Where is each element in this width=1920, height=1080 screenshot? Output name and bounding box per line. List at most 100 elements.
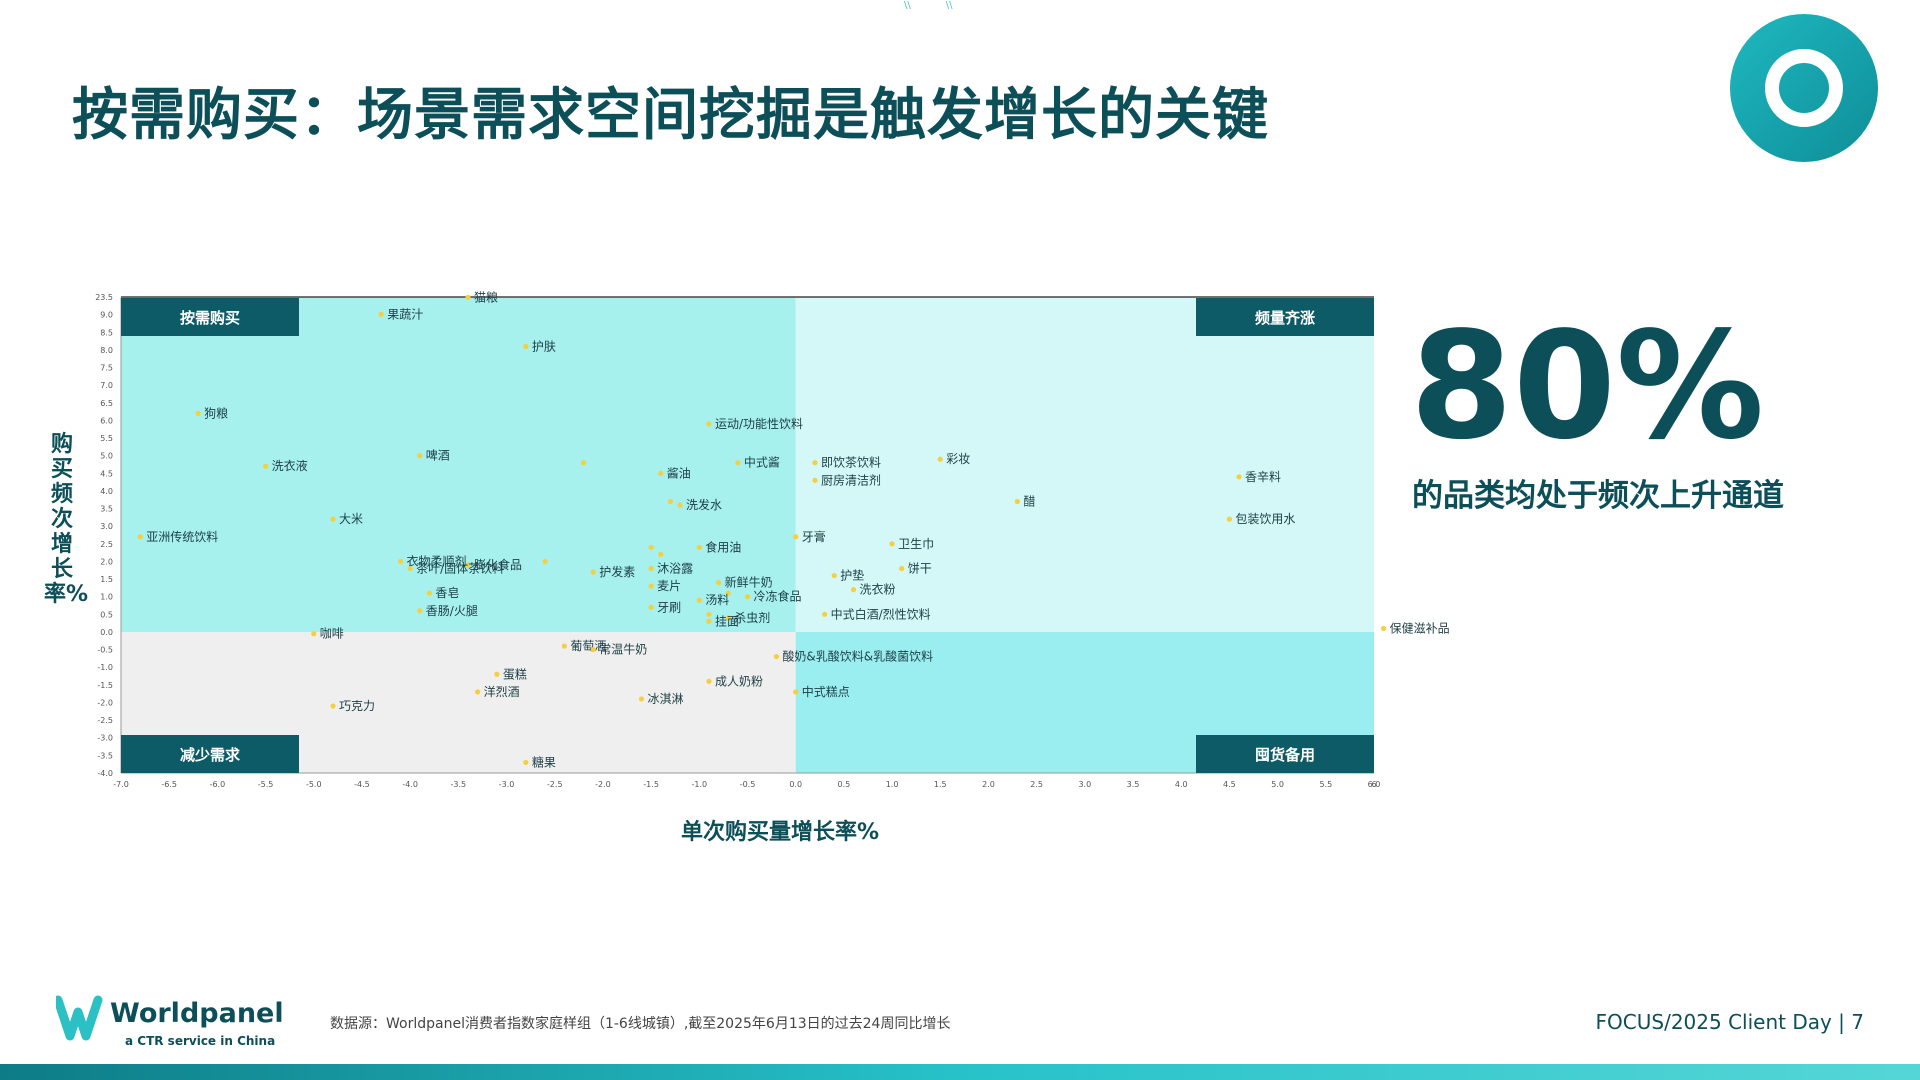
data-point bbox=[725, 615, 731, 621]
x-tick-label: -5.5 bbox=[258, 780, 274, 789]
point-label: 洗衣液 bbox=[272, 458, 308, 473]
x-tick-label: 2.0 bbox=[982, 780, 995, 789]
data-point bbox=[475, 689, 481, 695]
point-label: 糖果 bbox=[532, 754, 556, 769]
data-point bbox=[638, 696, 645, 702]
quadrant-top-right bbox=[795, 297, 1374, 632]
x-tick-label: 0.0 bbox=[789, 780, 802, 789]
y-tick-label: 7.0 bbox=[100, 381, 113, 390]
data-point bbox=[889, 541, 895, 547]
data-point bbox=[735, 460, 741, 466]
y-tick-label: 6.0 bbox=[100, 416, 113, 425]
data-point bbox=[648, 604, 654, 610]
y-tick-label: 7.5 bbox=[100, 364, 113, 373]
point-label: 中式糕点 bbox=[802, 684, 850, 699]
data-point bbox=[330, 703, 336, 709]
data-point bbox=[658, 470, 664, 476]
data-point bbox=[812, 477, 818, 483]
data-point bbox=[1381, 625, 1387, 632]
x-tick-label: 3.5 bbox=[1127, 780, 1140, 789]
point-label: 中式酱 bbox=[744, 455, 780, 470]
brand-tagline: a CTR service in China bbox=[125, 1034, 276, 1048]
data-point bbox=[706, 618, 712, 624]
y-tick-label: 4.0 bbox=[100, 487, 113, 496]
data-point bbox=[937, 456, 943, 462]
point-label: 常温牛奶 bbox=[599, 642, 647, 657]
y-tick-label: 2.0 bbox=[100, 557, 113, 566]
y-tick-label: -2.5 bbox=[97, 716, 113, 725]
x-tick-label: -2.5 bbox=[547, 780, 563, 789]
data-point bbox=[648, 583, 654, 589]
data-point bbox=[465, 562, 471, 568]
point-label: 护发素 bbox=[599, 564, 635, 579]
y-tick-label: 23.5 bbox=[95, 293, 113, 302]
y-tick-label: 5.5 bbox=[100, 434, 113, 443]
point-label: 香皂 bbox=[435, 586, 459, 600]
data-point bbox=[648, 565, 654, 572]
data-point bbox=[715, 580, 722, 586]
data-point bbox=[417, 453, 423, 459]
data-point bbox=[667, 498, 673, 505]
quadrant-top-left bbox=[121, 297, 796, 632]
bottom-accent-bar bbox=[0, 1064, 1920, 1080]
x-tick-label: 5.0 bbox=[1271, 780, 1284, 789]
x-tick-label: 5.5 bbox=[1319, 780, 1332, 789]
data-point bbox=[581, 460, 587, 466]
point-label: 酱油 bbox=[667, 465, 691, 480]
point-label: 汤料 bbox=[705, 593, 729, 607]
x-tick-label: 4.5 bbox=[1223, 780, 1236, 789]
y-tick-label: 4.5 bbox=[100, 469, 113, 478]
x-tick-label: -1.5 bbox=[643, 780, 659, 789]
x-tick-label: 4.0 bbox=[1175, 780, 1188, 789]
point-label: 狗粮 bbox=[204, 405, 228, 420]
data-point bbox=[1236, 474, 1242, 480]
point-label: 冷冻食品 bbox=[754, 589, 802, 604]
point-label: 护垫 bbox=[840, 568, 864, 583]
y-tick-label: 5.0 bbox=[100, 452, 113, 461]
y-tick-label: 0.0 bbox=[100, 628, 113, 637]
page-footer: FOCUS/2025 Client Day | 7 bbox=[1595, 1010, 1864, 1034]
point-label: 洋烈酒 bbox=[484, 684, 520, 699]
quadrant-label-bottom-right-box bbox=[1196, 735, 1374, 773]
data-point bbox=[137, 534, 143, 540]
data-point bbox=[407, 565, 413, 572]
data-point bbox=[465, 294, 471, 300]
point-label: 醋 bbox=[1023, 494, 1035, 509]
y-tick-label: 3.5 bbox=[100, 505, 113, 514]
point-label: 保健滋补品 bbox=[1390, 621, 1450, 635]
y-tick-label: 8.5 bbox=[100, 328, 113, 337]
data-point bbox=[378, 311, 384, 317]
point-label: 洗衣粉 bbox=[860, 582, 896, 597]
point-label: 洗发水 bbox=[686, 497, 722, 512]
x-tick-label: -3.5 bbox=[451, 780, 467, 789]
data-point bbox=[899, 565, 905, 572]
y-tick-label: 1.0 bbox=[100, 593, 113, 602]
point-label: 卫生巾 bbox=[898, 537, 934, 551]
x-tick-label: 6 bbox=[1371, 780, 1376, 789]
x-tick-label: -7.0 bbox=[113, 780, 129, 789]
point-label: 牙刷 bbox=[657, 600, 681, 614]
data-point bbox=[658, 551, 664, 557]
y-tick-label: -2.0 bbox=[97, 698, 113, 707]
x-tick-label: -3.0 bbox=[499, 780, 515, 789]
data-point bbox=[831, 572, 837, 579]
data-point bbox=[706, 611, 712, 617]
x-tick-label: 1.0 bbox=[886, 780, 899, 789]
point-label: 护肤 bbox=[532, 338, 556, 353]
point-label: 饼干 bbox=[908, 561, 932, 575]
data-point bbox=[850, 587, 857, 593]
data-point bbox=[812, 460, 818, 466]
point-label: 即饮茶饮料 bbox=[821, 455, 881, 470]
point-label: 厨房清洁剂 bbox=[821, 472, 881, 487]
data-point bbox=[494, 671, 500, 677]
point-label: 运动/功能性饮料 bbox=[715, 417, 803, 431]
y-tick-label: -1.5 bbox=[97, 681, 113, 690]
point-label: 衣物柔顺剂 bbox=[407, 553, 467, 568]
x-tick-label: -0.5 bbox=[740, 780, 756, 789]
brand-name: Worldpanel bbox=[110, 998, 284, 1029]
data-point bbox=[1014, 498, 1020, 505]
y-tick-label: -0.5 bbox=[97, 646, 113, 655]
quadrant-label-bottom-left-box bbox=[121, 735, 299, 773]
data-point bbox=[648, 544, 654, 550]
